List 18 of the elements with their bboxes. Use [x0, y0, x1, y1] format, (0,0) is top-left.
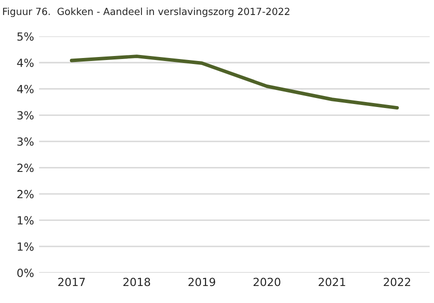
y-tick-label: 3% — [17, 137, 34, 146]
y-tick-label: 5% — [17, 32, 34, 41]
y-tick-label: 1% — [18, 242, 34, 251]
x-tick-label: 2022 — [384, 278, 410, 286]
y-tick-label: 4% — [17, 84, 34, 94]
x-tick-label: 2019 — [188, 278, 216, 286]
x-tick-label: 2017 — [58, 278, 85, 286]
y-tick-label: 3% — [17, 111, 34, 120]
x-tick-label: 2018 — [123, 278, 150, 286]
y-tick-label: 2% — [17, 164, 34, 172]
x-tick-label: 2020 — [254, 278, 280, 286]
y-tick-label: 1% — [18, 216, 34, 225]
y-tick-label: 2% — [17, 190, 34, 198]
line-series — [70, 54, 399, 110]
y-tick-label: 0% — [17, 268, 34, 278]
y-tick-label: 4% — [17, 58, 34, 67]
chart-title: Figuur 76. Gokken - Aandeel in verslavingszorg 2017-2022 — [3, 8, 290, 17]
x-tick-label: 2021 — [318, 278, 346, 286]
